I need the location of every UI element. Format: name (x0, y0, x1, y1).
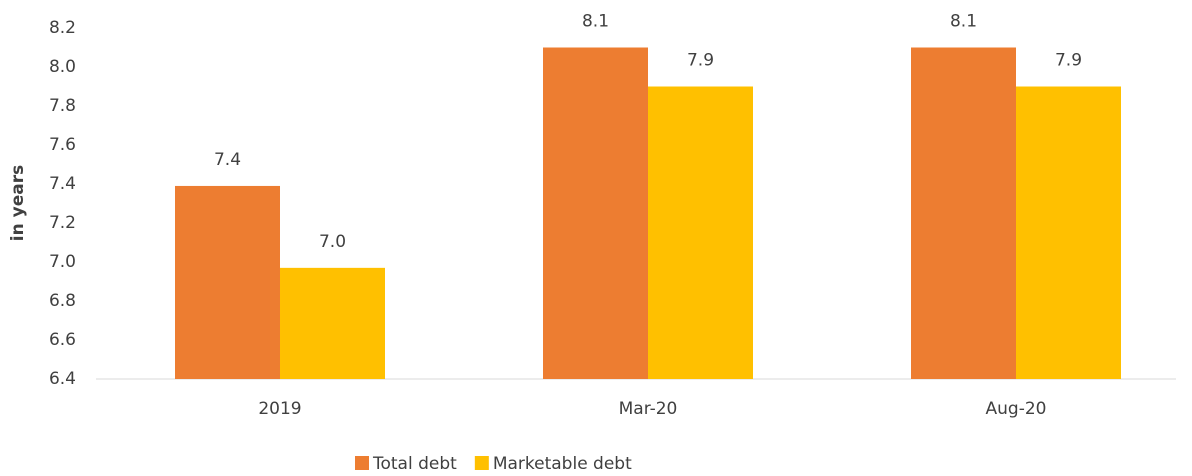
y-tick-label: 7.2 (49, 213, 76, 233)
x-tick-label: 2019 (258, 399, 301, 419)
legend-label: Total debt (372, 454, 457, 474)
bar (648, 86, 753, 379)
data-label: 7.9 (687, 51, 714, 71)
y-tick-label: 7.4 (49, 174, 76, 194)
legend-swatch (474, 456, 489, 470)
y-tick-label: 7.6 (49, 135, 76, 155)
bar (175, 185, 280, 379)
legend-label: Marketable debt (493, 454, 632, 474)
y-tick-label: 6.8 (49, 291, 76, 311)
y-tick-label: 8.0 (49, 57, 76, 77)
x-tick-label: Mar-20 (619, 399, 678, 419)
bar (543, 47, 648, 379)
bar (1016, 86, 1121, 379)
data-label: 7.4 (214, 150, 241, 170)
y-tick-label: 8.2 (49, 18, 76, 38)
y-tick-label: 7.8 (49, 96, 76, 116)
y-tick-label: 6.6 (49, 330, 76, 350)
data-label: 7.0 (319, 232, 346, 252)
legend-swatch (355, 456, 369, 470)
data-label: 7.9 (1055, 51, 1082, 71)
data-label: 8.1 (950, 12, 977, 32)
y-tick-label: 7.0 (49, 252, 76, 272)
x-tick-label: Aug-20 (986, 399, 1047, 419)
bar (280, 267, 385, 379)
bar (911, 47, 1016, 379)
y-axis-label: in years (8, 165, 28, 241)
data-label: 8.1 (582, 12, 609, 32)
y-tick-label: 6.4 (49, 369, 76, 389)
